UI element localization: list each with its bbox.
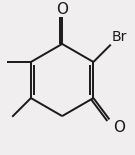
Text: O: O: [56, 2, 68, 17]
Text: O: O: [113, 120, 125, 135]
Text: Br: Br: [112, 30, 127, 44]
